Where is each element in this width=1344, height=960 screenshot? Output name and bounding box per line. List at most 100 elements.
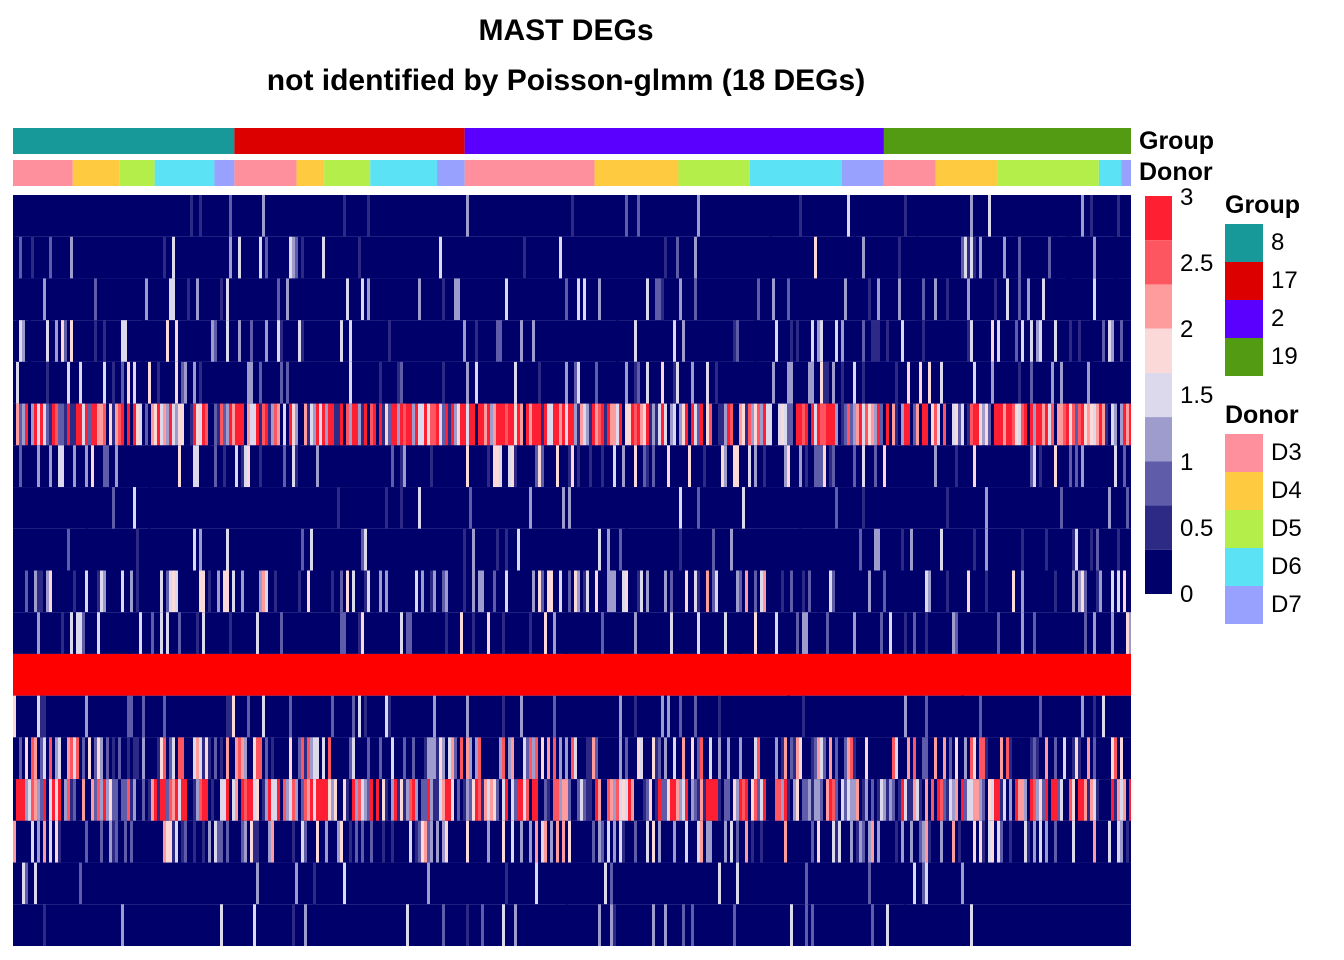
heatmap-cell [652,904,655,946]
heatmap-cell [1030,737,1033,780]
heatmap-row [13,570,1131,613]
heatmap-cell [886,403,889,446]
heatmap-cell [514,361,517,404]
heatmap-cell [145,403,148,446]
heatmap-cell [1069,779,1072,821]
heatmap-cell [970,195,973,237]
group-legend-swatch [1225,262,1263,300]
heatmap-cell [1081,695,1084,738]
heatmap-cell [448,779,451,821]
heatmap-cell [289,236,292,279]
heatmap-cell [715,779,718,821]
heatmap-cell [277,278,280,321]
heatmap-row [13,236,1131,279]
heatmap-cell [718,737,721,780]
heatmap-cell [868,570,871,613]
heatmap-cell [961,779,964,821]
heatmap-cell [1015,320,1018,362]
heatmap-cell [622,570,625,613]
group-annotation-segment [883,128,1131,154]
heatmap-cell [238,737,241,780]
heatmap-cell [1069,737,1072,780]
heatmap-cell [514,779,517,821]
heatmap-cell [478,779,481,821]
heatmap-cell [253,779,256,821]
heatmap-cell [859,528,862,571]
heatmap-cell [805,612,808,654]
heatmap-cell [697,779,700,821]
heatmap-cell [301,737,304,780]
heatmap-cell [700,403,703,446]
heatmap-cell [199,779,202,821]
heatmap-cell [451,779,454,821]
heatmap-cell [808,570,811,613]
heatmap-cell [481,403,484,446]
heatmap-cell [925,820,928,863]
heatmap-cell [901,820,904,863]
heatmap-cell [547,403,550,446]
heatmap-cell [28,320,31,362]
heatmap-cell [1129,612,1131,654]
heatmap-cell [193,403,196,446]
heatmap-cell [556,445,559,488]
heatmap-cell [934,403,937,446]
heatmap-cell [817,445,820,488]
heatmap-cell [517,779,520,821]
heatmap-cell [985,570,988,613]
heatmap-cell [220,278,223,321]
heatmap-cell [940,528,943,571]
heatmap-cell [886,320,889,362]
heatmap-cell [1093,612,1096,654]
heatmap-cell [163,779,166,821]
heatmap-cell [901,320,904,362]
heatmap-cell [802,779,805,821]
heatmap-cell [274,403,277,446]
heatmap-cell [199,737,202,780]
heatmap-cell [730,528,733,571]
heatmap-cell [1093,779,1096,821]
heatmap-cell [904,403,907,446]
heatmap-cell [460,612,463,654]
heatmap-cell [280,320,283,362]
heatmap-cell [706,820,709,863]
heatmap-cell [442,737,445,780]
heatmap-cell [286,278,289,321]
heatmap-cell [325,820,328,863]
heatmap-cell [241,820,244,863]
heatmap-cell [559,737,562,780]
heatmap-cell [787,361,790,404]
heatmap-cell [193,445,196,488]
heatmap-cell [61,320,64,362]
donor-annotation-segment [1121,160,1131,186]
heatmap-cell [73,570,76,613]
heatmap-cell [406,403,409,446]
heatmap-cell [100,820,103,863]
heatmap-cell [31,236,34,279]
heatmap-cell [1000,820,1003,863]
heatmap-cell [439,779,442,821]
heatmap-cell [835,737,838,780]
donor-legend-item: D5 [1225,510,1302,548]
heatmap-cell [298,320,301,362]
heatmap-cell [664,779,667,821]
heatmap-cell [253,904,256,946]
heatmap-cell [43,737,46,780]
heatmap-cell [862,236,865,279]
heatmap-cell [106,779,109,821]
heatmap-cell [907,403,910,446]
heatmap-cell [160,612,163,654]
heatmap-cell [862,445,865,488]
heatmap-cell [250,361,253,404]
heatmap-cell [1102,737,1105,780]
heatmap-cell [499,403,502,446]
heatmap-cell [595,403,598,446]
heatmap-cell [613,904,616,946]
heatmap-cell [655,278,658,321]
heatmap-cell [391,779,394,821]
heatmap-cell [247,695,250,738]
heatmap-cell [433,695,436,738]
heatmap-cell [910,779,913,821]
heatmap-cell [850,820,853,863]
heatmap-cell [124,820,127,863]
heatmap-cell [610,779,613,821]
